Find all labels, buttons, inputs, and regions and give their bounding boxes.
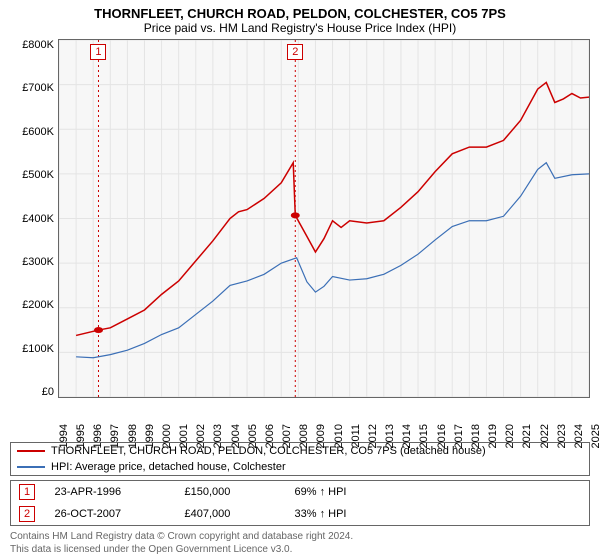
footnote: Contains HM Land Registry data © Crown c… [10, 530, 590, 556]
y-tick-label: £800K [22, 39, 54, 51]
x-tick-label: 1996 [92, 424, 104, 448]
x-tick-label: 2016 [436, 424, 448, 448]
x-tick-label: 2006 [264, 424, 276, 448]
chart-sale-marker: 1 [90, 44, 106, 60]
plot-border: 12 [58, 39, 590, 398]
y-tick-label: £0 [42, 386, 54, 398]
x-tick-label: 1995 [75, 424, 87, 448]
x-tick-label: 2020 [504, 424, 516, 448]
sale-date: 23-APR-1996 [47, 481, 177, 504]
x-tick-label: 1999 [144, 424, 156, 448]
chart-sale-marker: 2 [287, 44, 303, 60]
y-tick-label: £100K [22, 343, 54, 355]
page-title: THORNFLEET, CHURCH ROAD, PELDON, COLCHES… [10, 6, 590, 21]
x-tick-label: 2004 [230, 424, 242, 448]
y-tick-label: £400K [22, 213, 54, 225]
x-tick-label: 2000 [161, 424, 173, 448]
chart-svg [59, 40, 589, 397]
x-tick-label: 2007 [281, 424, 293, 448]
footnote-line1: Contains HM Land Registry data © Crown c… [10, 531, 353, 542]
x-tick-label: 2017 [453, 424, 465, 448]
sale-vs-hpi: 33% ↑ HPI [287, 503, 590, 526]
x-tick-label: 2018 [470, 424, 482, 448]
x-axis: 1994199519961997199819992000200120022003… [58, 398, 590, 438]
chart: £800K £700K £600K £500K £400K £300K £200K £100K… [10, 39, 590, 438]
sale-vs-hpi: 69% ↑ HPI [287, 481, 590, 504]
y-tick-label: £200K [22, 299, 54, 311]
x-tick-label: 2025 [590, 424, 600, 448]
x-tick-label: 2012 [367, 424, 379, 448]
y-tick-label: £300K [22, 256, 54, 268]
x-tick-label: 2022 [539, 424, 551, 448]
y-tick-label: £600K [22, 126, 54, 138]
x-tick-label: 2011 [350, 424, 362, 448]
x-tick-label: 2001 [178, 424, 190, 448]
footnote-line2: This data is licensed under the Open Gov… [10, 544, 292, 555]
x-tick-label: 2023 [556, 424, 568, 448]
x-tick-label: 1998 [127, 424, 139, 448]
legend-swatch-1 [17, 466, 45, 468]
x-tick-label: 2014 [401, 424, 413, 448]
x-tick-label: 2008 [298, 424, 310, 448]
x-tick-label: 1994 [58, 424, 70, 448]
x-tick-label: 2002 [195, 424, 207, 448]
table-row: 2 26-OCT-2007 £407,000 33% ↑ HPI [11, 503, 590, 526]
y-tick-label: £700K [22, 82, 54, 94]
x-tick-label: 2024 [573, 424, 585, 448]
sale-date: 26-OCT-2007 [47, 503, 177, 526]
sale-marker-2: 2 [19, 506, 35, 522]
x-tick-label: 2013 [384, 424, 396, 448]
sales-table: 1 23-APR-1996 £150,000 69% ↑ HPI 2 26-OC… [10, 480, 590, 526]
x-tick-label: 2003 [212, 424, 224, 448]
y-tick-label: £500K [22, 169, 54, 181]
legend-swatch-0 [17, 450, 45, 452]
sale-marker-1: 1 [19, 484, 35, 500]
x-tick-label: 2015 [418, 424, 430, 448]
table-row: 1 23-APR-1996 £150,000 69% ↑ HPI [11, 481, 590, 504]
x-tick-label: 2021 [521, 424, 533, 448]
legend-label-1: HPI: Average price, detached house, Colc… [51, 461, 286, 473]
x-tick-label: 1997 [109, 424, 121, 448]
page-subtitle: Price paid vs. HM Land Registry's House … [10, 21, 590, 35]
sale-price: £150,000 [177, 481, 287, 504]
x-tick-label: 2009 [315, 424, 327, 448]
sale-price: £407,000 [177, 503, 287, 526]
y-axis: £800K £700K £600K £500K £400K £300K £200K £100K… [10, 39, 58, 438]
x-tick-label: 2005 [247, 424, 259, 448]
plot-area: 12 1994199519961997199819992000200120022… [58, 39, 590, 438]
x-tick-label: 2019 [487, 424, 499, 448]
x-tick-label: 2010 [333, 424, 345, 448]
